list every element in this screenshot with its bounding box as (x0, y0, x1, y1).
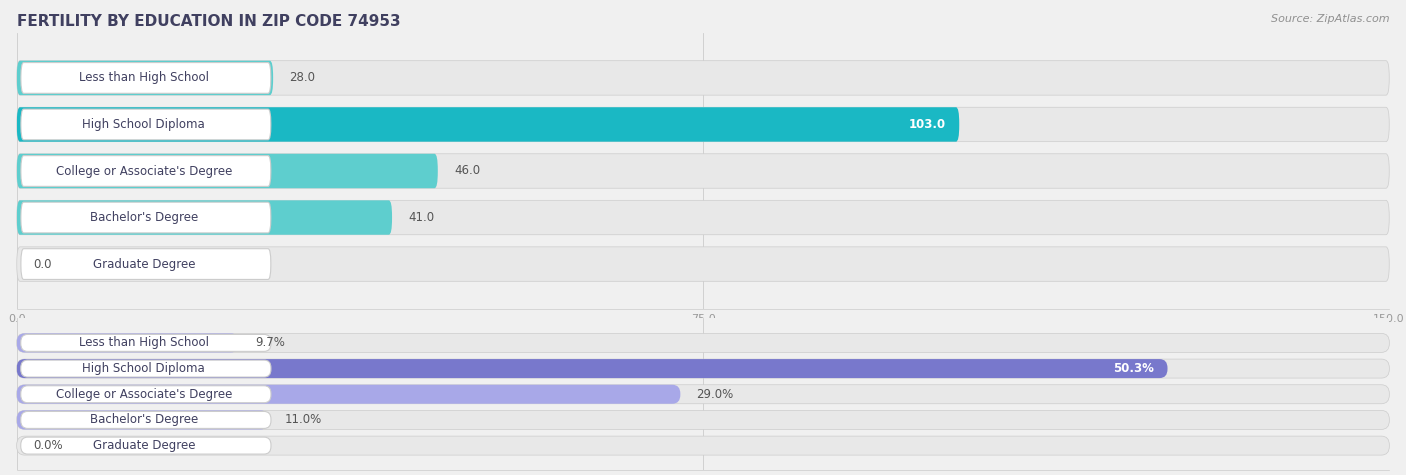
FancyBboxPatch shape (21, 411, 271, 428)
Text: College or Associate's Degree: College or Associate's Degree (56, 388, 232, 401)
FancyBboxPatch shape (21, 437, 271, 454)
FancyBboxPatch shape (17, 333, 239, 352)
Text: 0.0%: 0.0% (34, 439, 63, 452)
Text: Bachelor's Degree: Bachelor's Degree (90, 211, 198, 224)
Text: Less than High School: Less than High School (79, 71, 209, 85)
Text: High School Diploma: High School Diploma (83, 362, 205, 375)
Text: 9.7%: 9.7% (254, 336, 285, 350)
FancyBboxPatch shape (17, 385, 1389, 404)
FancyBboxPatch shape (21, 202, 271, 233)
FancyBboxPatch shape (17, 107, 959, 142)
FancyBboxPatch shape (17, 436, 1389, 455)
FancyBboxPatch shape (17, 333, 1389, 352)
Text: Graduate Degree: Graduate Degree (93, 439, 195, 452)
Text: 46.0: 46.0 (454, 164, 481, 178)
FancyBboxPatch shape (21, 156, 271, 186)
Text: 0.0: 0.0 (34, 257, 52, 271)
FancyBboxPatch shape (17, 200, 1389, 235)
FancyBboxPatch shape (17, 200, 392, 235)
Text: High School Diploma: High School Diploma (83, 118, 205, 131)
Text: 11.0%: 11.0% (285, 413, 322, 427)
Text: Bachelor's Degree: Bachelor's Degree (90, 413, 198, 427)
Text: FERTILITY BY EDUCATION IN ZIP CODE 74953: FERTILITY BY EDUCATION IN ZIP CODE 74953 (17, 14, 401, 29)
FancyBboxPatch shape (21, 386, 271, 403)
Text: 41.0: 41.0 (408, 211, 434, 224)
FancyBboxPatch shape (21, 63, 271, 93)
Text: 103.0: 103.0 (908, 118, 945, 131)
FancyBboxPatch shape (21, 249, 271, 279)
FancyBboxPatch shape (17, 359, 1389, 378)
Text: Source: ZipAtlas.com: Source: ZipAtlas.com (1271, 14, 1389, 24)
FancyBboxPatch shape (21, 334, 271, 352)
FancyBboxPatch shape (17, 154, 437, 188)
FancyBboxPatch shape (17, 410, 1389, 429)
FancyBboxPatch shape (17, 359, 1167, 378)
FancyBboxPatch shape (17, 247, 1389, 281)
Text: College or Associate's Degree: College or Associate's Degree (56, 164, 232, 178)
Text: Graduate Degree: Graduate Degree (93, 257, 195, 271)
FancyBboxPatch shape (17, 61, 1389, 95)
Text: 28.0: 28.0 (290, 71, 315, 85)
Text: 50.3%: 50.3% (1112, 362, 1153, 375)
FancyBboxPatch shape (21, 360, 271, 377)
FancyBboxPatch shape (17, 61, 273, 95)
FancyBboxPatch shape (17, 154, 1389, 188)
Text: Less than High School: Less than High School (79, 336, 209, 350)
FancyBboxPatch shape (21, 109, 271, 140)
FancyBboxPatch shape (17, 385, 681, 404)
FancyBboxPatch shape (17, 107, 1389, 142)
FancyBboxPatch shape (17, 410, 269, 429)
Text: 29.0%: 29.0% (696, 388, 734, 401)
